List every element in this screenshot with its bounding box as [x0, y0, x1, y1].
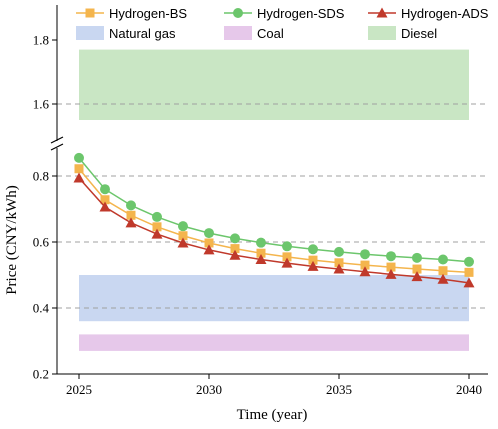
data-point-hydrogen-bs — [464, 267, 474, 277]
data-point-hydrogen-sds — [204, 228, 214, 239]
legend-label: Hydrogen-SDS — [257, 6, 345, 21]
series-line-hydrogen-bs — [78, 168, 470, 274]
data-point-hydrogen-ads — [463, 277, 475, 288]
legend-marker-hydrogen-bs — [85, 8, 95, 18]
range-band-coal — [79, 334, 469, 351]
data-point-hydrogen-sds — [178, 221, 188, 232]
data-point-hydrogen-ads — [255, 253, 267, 264]
x-axis-title: Time (year) — [237, 407, 308, 423]
data-point-hydrogen-ads — [229, 249, 241, 260]
range-band-diesel — [79, 49, 469, 120]
legend-marker-hydrogen-sds — [233, 8, 243, 18]
data-point-hydrogen-ads — [177, 237, 189, 248]
data-point-hydrogen-ads — [281, 257, 293, 268]
data-point-hydrogen-ads — [125, 217, 137, 228]
axis-break-mark — [50, 136, 64, 144]
data-point-hydrogen-bs — [126, 210, 136, 220]
data-point-hydrogen-ads — [411, 271, 423, 282]
y-tick-label: 0.8 — [33, 169, 49, 184]
data-point-hydrogen-bs — [386, 262, 396, 272]
y-tick-label: 0.2 — [33, 367, 49, 382]
data-point-hydrogen-ads — [437, 273, 449, 284]
data-point-hydrogen-ads — [73, 172, 85, 183]
data-series — [73, 152, 475, 288]
legend: Hydrogen-BS Hydrogen-SDS Hydrogen-ADS Natur… — [76, 6, 489, 41]
data-point-hydrogen-bs — [256, 248, 266, 258]
data-point-hydrogen-bs — [230, 244, 240, 254]
legend-label: Coal — [257, 26, 284, 41]
data-point-hydrogen-ads — [333, 263, 345, 274]
axes — [50, 5, 488, 375]
data-point-hydrogen-sds — [386, 251, 396, 262]
data-point-hydrogen-bs — [152, 222, 162, 232]
data-point-hydrogen-ads — [307, 260, 319, 271]
data-point-hydrogen-sds — [282, 241, 292, 252]
range-bands — [79, 49, 469, 351]
y-tick-label: 0.4 — [33, 301, 50, 316]
x-tick-label: 2035 — [326, 382, 352, 397]
y-tick-label: 1.6 — [33, 97, 50, 112]
data-point-hydrogen-bs — [438, 266, 448, 276]
data-point-hydrogen-sds — [438, 254, 448, 265]
data-point-hydrogen-bs — [204, 238, 214, 248]
data-point-hydrogen-bs — [334, 258, 344, 268]
data-point-hydrogen-ads — [359, 266, 371, 277]
series-line-hydrogen-sds — [78, 157, 470, 263]
data-point-hydrogen-sds — [256, 237, 266, 248]
data-point-hydrogen-ads — [203, 244, 215, 255]
data-point-hydrogen-bs — [100, 195, 110, 205]
data-point-hydrogen-sds — [100, 184, 110, 195]
data-point-hydrogen-ads — [151, 228, 163, 239]
data-point-hydrogen-sds — [74, 152, 84, 163]
x-tick-label: 2030 — [196, 382, 222, 397]
data-point-hydrogen-sds — [464, 256, 474, 267]
legend-label: Hydrogen-BS — [109, 6, 187, 21]
legend-marker-hydrogen-ads — [376, 7, 388, 18]
data-point-hydrogen-bs — [74, 164, 84, 174]
data-point-hydrogen-sds — [308, 244, 318, 255]
data-point-hydrogen-sds — [230, 233, 240, 244]
legend-swatch-natural-gas — [76, 26, 104, 40]
series-line-hydrogen-ads — [78, 177, 470, 284]
data-point-hydrogen-bs — [178, 231, 188, 241]
legend-label: Natural gas — [109, 26, 176, 41]
y-tick-label: 1.8 — [33, 33, 49, 48]
legend-label: Diesel — [401, 26, 437, 41]
data-point-hydrogen-sds — [412, 252, 422, 263]
y-tick-label: 0.6 — [33, 235, 50, 250]
y-axis-title: Price (CNY/kWh) — [4, 185, 20, 295]
data-point-hydrogen-sds — [334, 246, 344, 257]
data-point-hydrogen-ads — [385, 268, 397, 279]
legend-swatch-coal — [224, 26, 252, 40]
x-tick-label: 2040 — [456, 382, 482, 397]
x-tick-label: 2025 — [66, 382, 92, 397]
data-point-hydrogen-bs — [412, 264, 422, 274]
axis-break-mark — [50, 143, 64, 151]
axis-ticks: 2025 2030 2035 2040 0.2 0.4 0.6 0.8 1.6 1.8 — [33, 33, 482, 398]
legend-label: Hydrogen-ADS — [401, 6, 489, 21]
legend-swatch-diesel — [368, 26, 396, 40]
data-point-hydrogen-sds — [152, 211, 162, 222]
data-point-hydrogen-bs — [308, 255, 318, 265]
range-band-natural-gas — [79, 275, 469, 322]
data-point-hydrogen-sds — [126, 200, 136, 211]
data-point-hydrogen-sds — [360, 249, 370, 260]
data-point-hydrogen-bs — [360, 260, 370, 270]
data-point-hydrogen-ads — [99, 201, 111, 212]
data-point-hydrogen-bs — [282, 252, 292, 262]
